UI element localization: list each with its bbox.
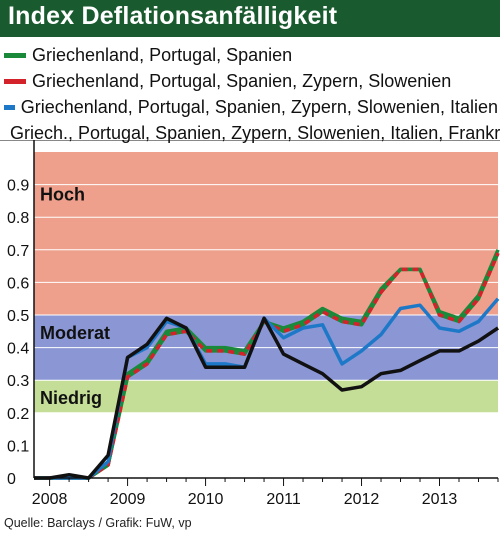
legend-label: Griechenland, Portugal, Spanien, Zypern,… (20, 96, 498, 117)
legend-swatch (4, 52, 26, 58)
band-hoch (34, 152, 498, 315)
y-tick-label: 0.7 (7, 243, 29, 260)
title-bar: Index Deflationsanfälligkeit (0, 0, 500, 37)
legend-item: Griechenland, Portugal, Spanien, Zypern,… (4, 94, 498, 120)
grid-layer (34, 184, 498, 446)
y-tick-label: 0.4 (7, 341, 29, 358)
x-tick-label: 2011 (266, 491, 301, 508)
line-chart: Hoch Moderat Niedrig 0 0.1 0.2 0.3 0.4 0.5 0.6 0.… (0, 140, 500, 508)
legend-label: Griech., Portugal, Spanien, Zypern, Slow… (10, 122, 500, 143)
legend-item: Griechenland, Portugal, Spanien, Zypern,… (4, 68, 498, 94)
x-tick-label: 2010 (188, 491, 224, 508)
y-tick-label: 0.1 (7, 438, 29, 455)
legend-item: Griech., Portugal, Spanien, Zypern, Slow… (4, 120, 500, 146)
series-line (34, 252, 500, 480)
legend: Griechenland, Portugal, Spanien Griechen… (4, 42, 500, 146)
legend-swatch (4, 104, 15, 110)
y-tick-label: 0.8 (7, 210, 29, 227)
legend-label: Griechenland, Portugal, Spanien, Zypern,… (32, 70, 452, 91)
y-tick-label: 0.9 (7, 178, 29, 195)
legend-item: Griechenland, Portugal, Spanien (4, 42, 498, 68)
y-tick-label: 0.5 (7, 308, 29, 325)
band-label: Niedrig (40, 388, 102, 408)
legend-swatch (4, 78, 26, 84)
y-tick-label: 0.3 (7, 373, 29, 390)
chart-title: Index Deflationsanfälligkeit (8, 2, 338, 30)
x-tick-label: 2008 (32, 491, 68, 508)
series-line (34, 316, 499, 480)
axes-layer: 0 0.1 0.2 0.3 0.4 0.5 0.6 0.7 0.8 0.9 2008 2009 2010… (0, 140, 500, 508)
legend-label: Griechenland, Portugal, Spanien (32, 44, 293, 65)
band-niedrig (34, 380, 498, 413)
source-note: Quelle: Barclays / Grafik: FuW, vp (4, 516, 192, 530)
band-label-layer: Hoch Moderat Niedrig (40, 185, 110, 409)
x-tick-label: 2012 (344, 491, 380, 508)
series-layer (34, 249, 500, 480)
band-label: Moderat (40, 323, 110, 343)
y-tick-label: 0.6 (7, 275, 29, 292)
x-tick-label: 2009 (110, 491, 146, 508)
y-tick-label: 0.2 (7, 406, 29, 423)
band-label: Hoch (40, 185, 85, 205)
y-tick-label: 0 (7, 471, 16, 488)
x-tick-label: 2013 (422, 491, 458, 508)
